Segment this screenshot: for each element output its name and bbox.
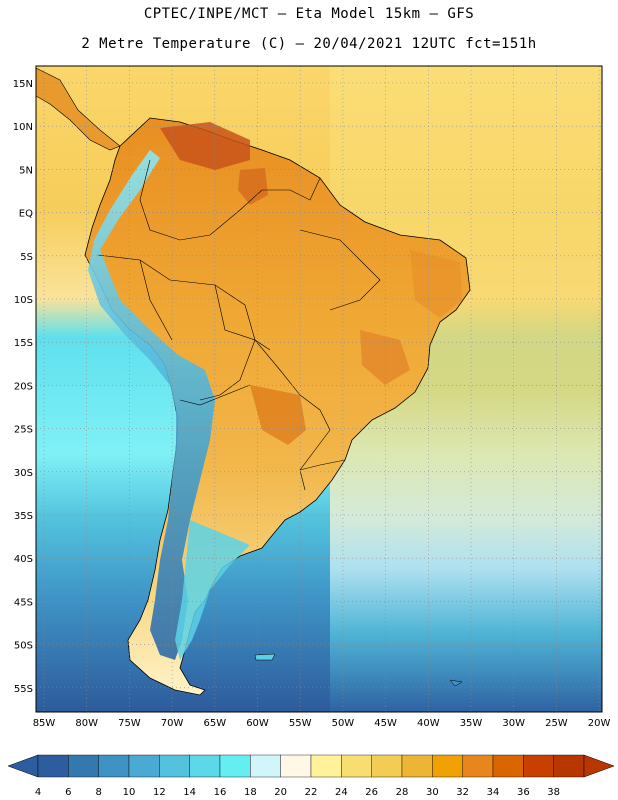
colorbar-swatch	[553, 754, 585, 778]
lat-tick-label: 20S	[14, 381, 33, 392]
lat-tick-label: 50S	[14, 641, 33, 652]
colorbar-swatch	[159, 754, 190, 778]
lat-tick-label: 40S	[14, 554, 33, 565]
lon-tick-label: 40W	[417, 718, 440, 729]
colorbar-label: 18	[244, 787, 257, 798]
colorbar-label: 4	[35, 787, 41, 798]
lat-tick-label: 55S	[14, 684, 33, 695]
colorbar: 4 6 8 10 12 14 16 18 20 22 24 26 28 30 32 34 36 38	[7, 754, 615, 798]
map-subtitle: 2 Metre Temperature (C) – 20/04/2021 12U…	[81, 36, 537, 52]
falkland-islands	[254, 653, 276, 661]
colorbar-swatch	[310, 754, 342, 778]
colorbar-label: 8	[95, 787, 101, 798]
map-border	[35, 65, 603, 713]
colorbar-swatch	[280, 754, 312, 778]
colorbar-swatch	[341, 754, 372, 778]
country-borders	[97, 159, 381, 491]
colorbar-label: 20	[274, 787, 287, 798]
colorbar-label: 10	[123, 787, 136, 798]
colorbar-label: 6	[65, 787, 71, 798]
lat-tick-label: 10N	[13, 122, 33, 133]
colorbar-swatch	[492, 754, 524, 778]
colorbar-label: 24	[335, 787, 348, 798]
colorbar-label: 22	[305, 787, 318, 798]
lon-tick-label: 85W	[33, 718, 56, 729]
lon-tick-label: 75W	[118, 718, 141, 729]
longitude-axis: 85W 80W 75W 70W 65W 60W 55W 50W 45W 40W 35W 30W 25W 2…	[33, 718, 611, 729]
colorbar-swatch	[250, 754, 281, 778]
lat-tick-label: 5S	[20, 252, 33, 263]
colorbar-swatch	[371, 754, 403, 778]
colorbar-swatch	[68, 754, 99, 778]
hot-region-brazil-east	[360, 330, 410, 385]
colorbar-label: 16	[214, 787, 227, 798]
lat-tick-label: 35S	[14, 511, 33, 522]
patagonia-cool-region	[175, 520, 250, 660]
south-georgia	[449, 679, 463, 687]
lon-tick-label: 65W	[203, 718, 226, 729]
hot-region-northeast	[410, 250, 462, 318]
colorbar-label: 14	[183, 787, 196, 798]
colorbar-swatch	[401, 754, 433, 778]
colorbar-max-arrow	[583, 754, 615, 778]
lat-tick-label: 25S	[14, 425, 33, 436]
colorbar-label: 34	[487, 787, 500, 798]
lon-tick-label: 60W	[246, 718, 269, 729]
lat-tick-label: 5N	[19, 165, 33, 176]
lon-tick-label: 50W	[332, 718, 355, 729]
lat-tick-label: 15N	[13, 79, 33, 90]
lon-tick-label: 80W	[75, 718, 98, 729]
colorbar-swatch	[189, 754, 221, 778]
central-america-land	[35, 67, 121, 151]
lon-tick-label: 25W	[545, 718, 568, 729]
lon-tick-label: 45W	[374, 718, 397, 729]
lon-tick-label: 70W	[161, 718, 184, 729]
hot-region-venezuela	[160, 122, 250, 170]
colorbar-label: 38	[547, 787, 560, 798]
latitude-axis: 15N 10N 5N EQ 5S 10S 15S 20S 25S 30S 35S 40S 45S 50S 5…	[13, 79, 33, 695]
colorbar-swatch	[128, 754, 160, 778]
colorbar-swatch	[37, 754, 69, 778]
lon-tick-label: 20W	[588, 718, 611, 729]
lon-tick-label: 35W	[460, 718, 483, 729]
colorbar-swatch	[219, 754, 251, 778]
colorbar-label: 30	[426, 787, 439, 798]
lat-tick-label: 30S	[14, 468, 33, 479]
andes-cold-band	[88, 150, 215, 660]
colorbar-label: 36	[517, 787, 530, 798]
lat-tick-label: 10S	[14, 295, 33, 306]
lat-tick-label: 15S	[14, 338, 33, 349]
hot-region-chaco	[250, 385, 306, 445]
colorbar-swatch	[432, 754, 463, 778]
lat-tick-label: EQ	[19, 209, 33, 220]
lon-tick-label: 30W	[502, 718, 525, 729]
map-title: CPTEC/INPE/MCT – Eta Model 15km – GFS	[143, 6, 475, 22]
lat-tick-label: 45S	[14, 597, 33, 608]
colorbar-swatch	[523, 754, 554, 778]
colorbar-label: 26	[365, 787, 378, 798]
colorbar-swatch	[462, 754, 494, 778]
hot-region-guyana	[238, 168, 268, 205]
colorbar-label: 28	[396, 787, 409, 798]
colorbar-label: 12	[153, 787, 166, 798]
colorbar-swatch	[98, 754, 130, 778]
colorbar-min-arrow	[7, 754, 39, 778]
lon-tick-label: 55W	[289, 718, 312, 729]
colorbar-label: 32	[456, 787, 469, 798]
